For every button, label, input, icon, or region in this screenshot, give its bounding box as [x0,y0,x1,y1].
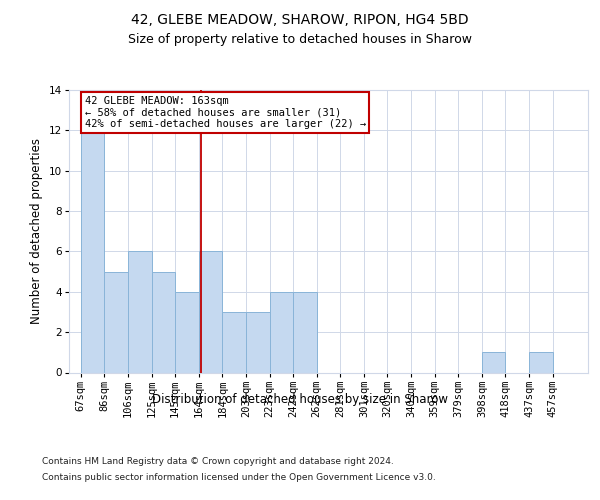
Bar [293,292,317,372]
Text: Size of property relative to detached houses in Sharow: Size of property relative to detached ho… [128,34,472,46]
Text: Contains HM Land Registry data © Crown copyright and database right 2024.: Contains HM Land Registry data © Crown c… [42,458,394,466]
Text: 42 GLEBE MEADOW: 163sqm
← 58% of detached houses are smaller (31)
42% of semi-de: 42 GLEBE MEADOW: 163sqm ← 58% of detache… [85,96,366,130]
Bar [199,252,223,372]
Bar [128,252,152,372]
Bar [152,272,175,372]
Bar [104,272,128,372]
Bar [175,292,199,372]
Text: Contains public sector information licensed under the Open Government Licence v3: Contains public sector information licen… [42,472,436,482]
Text: Distribution of detached houses by size in Sharow: Distribution of detached houses by size … [152,392,448,406]
Bar [529,352,553,372]
Text: 42, GLEBE MEADOW, SHAROW, RIPON, HG4 5BD: 42, GLEBE MEADOW, SHAROW, RIPON, HG4 5BD [131,12,469,26]
Bar [269,292,293,372]
Y-axis label: Number of detached properties: Number of detached properties [30,138,43,324]
Bar [246,312,269,372]
Bar [81,130,104,372]
Bar [223,312,246,372]
Bar [482,352,505,372]
